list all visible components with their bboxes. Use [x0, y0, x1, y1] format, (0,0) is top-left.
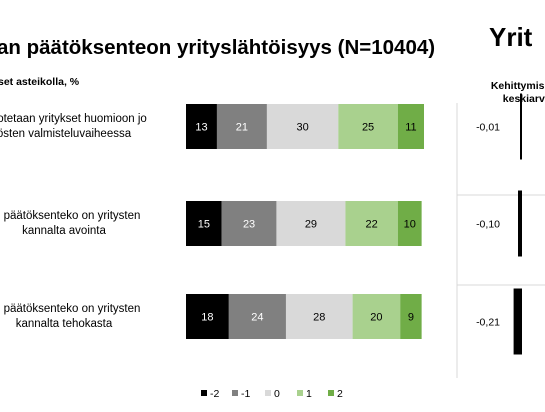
bar-segment [338, 104, 398, 149]
right-panel-title-line1: Kehittymissuu [490, 80, 545, 92]
category-label: an päätöksenteko on yritysten kannalta av… [0, 209, 141, 237]
legend-label: 0 [274, 388, 280, 400]
bar-value-label: 15 [198, 219, 210, 231]
bar-segment [397, 201, 422, 246]
bar-value-label: 18 [201, 312, 213, 324]
legend-label: -2 [210, 388, 219, 400]
legend-swatch [201, 390, 207, 396]
bar-segment [216, 104, 267, 149]
chart-title: an päätöksenteon yrityslähtöisyys (N=104… [0, 36, 436, 59]
legend-label: -1 [241, 388, 250, 400]
bar-value-label: 9 [408, 312, 414, 324]
bar-segment [397, 104, 424, 149]
legend-swatch [232, 390, 238, 396]
bar-value-label: 23 [243, 219, 255, 231]
mean-value-label: -0,01 [476, 122, 500, 134]
bar-segment [400, 294, 422, 339]
legend-swatch [328, 390, 334, 396]
legend-label: 2 [337, 388, 343, 400]
mean-bar [520, 93, 522, 160]
bar-segment [221, 201, 277, 246]
bar-segment [345, 201, 398, 246]
bar-segment [276, 201, 346, 246]
legend-swatch [265, 390, 271, 396]
category-label: an päätöksenteko on yritysten kannalta te… [0, 302, 141, 330]
bar-value-label: 30 [296, 122, 308, 134]
bar-value-label: 28 [313, 312, 325, 324]
mean-bar [518, 190, 522, 257]
bar-value-label: 11 [405, 122, 416, 134]
bar-group: 13 21 30 25 11 15 23 29 22 10 18 24 28 20 9 [186, 104, 424, 339]
bar-value-label: 29 [305, 219, 317, 231]
right-panel-chart: -0,01 -0,10 -0,21 [456, 93, 545, 378]
mean-bar [513, 288, 522, 355]
brand-logo-text: Yrit [489, 22, 533, 52]
bar-segment [285, 294, 353, 339]
legend-label: 1 [306, 388, 312, 400]
bar-value-label: 21 [236, 122, 248, 134]
bar-value-label: 24 [251, 312, 263, 324]
bar-segment [266, 104, 339, 149]
legend-swatch [297, 390, 303, 396]
mean-value-label: -0,10 [476, 219, 500, 231]
bar-segment [352, 294, 401, 339]
bar-segment [228, 294, 286, 339]
bar-segment [186, 201, 222, 246]
bar-segment [186, 104, 217, 149]
bar-value-label: 22 [366, 219, 378, 231]
bar-value-label: 13 [195, 122, 207, 134]
bar-segment [186, 294, 229, 339]
chart-subtitle: set asteikolla, % [0, 76, 80, 88]
bar-value-label: 25 [362, 122, 374, 134]
bar-value-label: 10 [404, 219, 416, 231]
bar-value-label: 20 [370, 312, 382, 324]
mean-value-label: -0,21 [476, 317, 500, 329]
legend: -2 -1 0 1 2 [201, 388, 343, 400]
